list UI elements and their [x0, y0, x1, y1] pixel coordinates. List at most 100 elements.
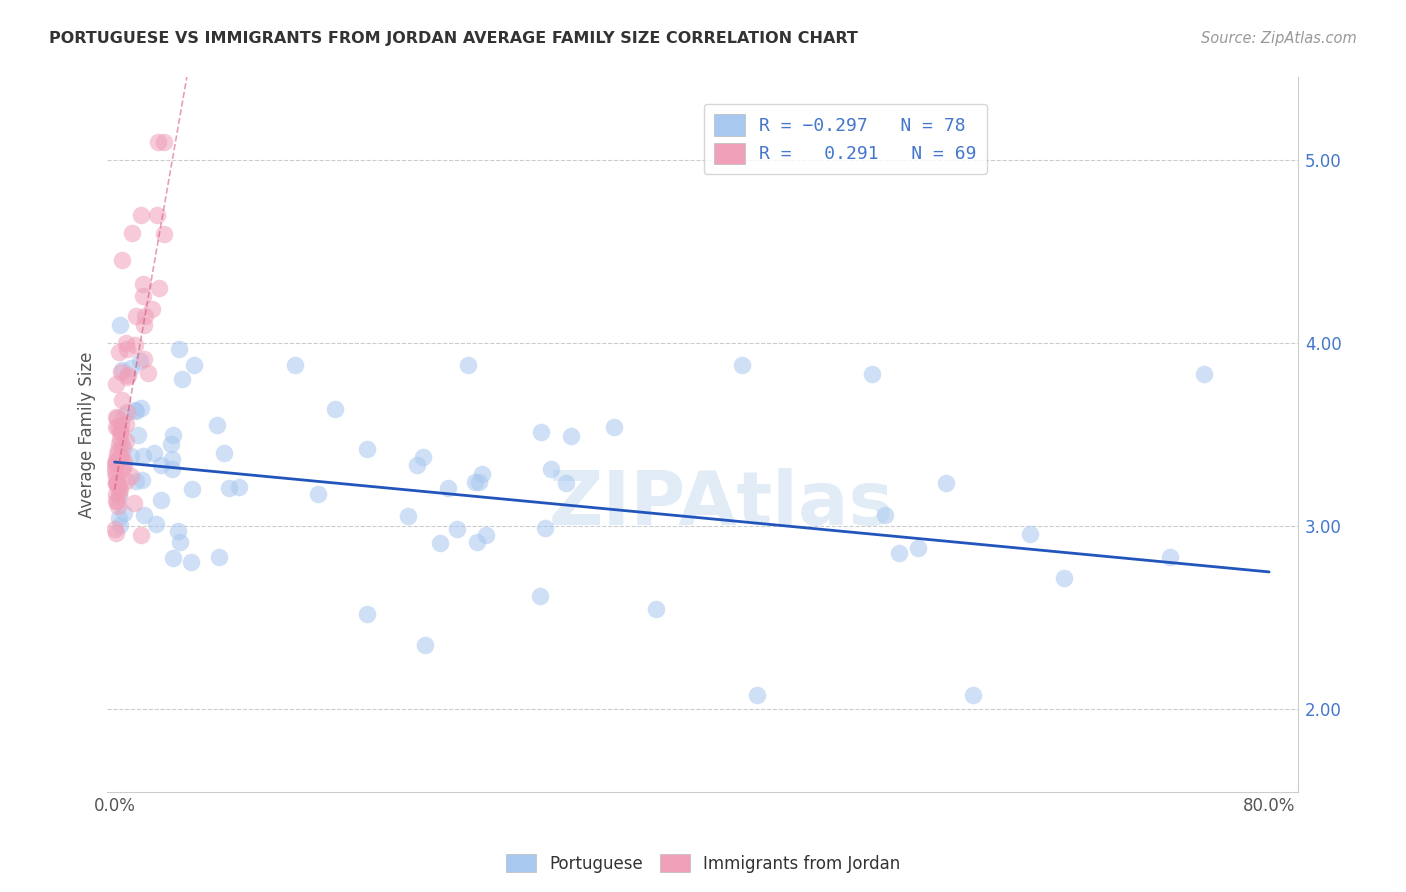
Point — [644, 601, 666, 615]
Point — [127, 428, 149, 442]
Point — [105, 476, 128, 491]
Point — [108, 425, 131, 439]
Point — [104, 420, 127, 434]
Point — [117, 368, 139, 382]
Point — [1018, 527, 1040, 541]
Point — [887, 546, 910, 560]
Point — [105, 409, 128, 424]
Point — [104, 486, 127, 500]
Point — [112, 458, 135, 473]
Point — [1159, 549, 1181, 564]
Point — [125, 309, 148, 323]
Point — [131, 277, 153, 291]
Point — [104, 475, 127, 490]
Point — [183, 358, 205, 372]
Point — [603, 420, 626, 434]
Point — [356, 442, 378, 456]
Point — [153, 227, 176, 241]
Point — [107, 443, 129, 458]
Point — [105, 493, 128, 508]
Point — [110, 452, 132, 467]
Point — [111, 363, 134, 377]
Point — [108, 518, 131, 533]
Point — [112, 454, 135, 468]
Point — [121, 226, 143, 240]
Point — [107, 411, 129, 425]
Point — [110, 417, 132, 432]
Point — [132, 318, 155, 333]
Point — [860, 367, 883, 381]
Point — [110, 432, 132, 446]
Point — [104, 461, 127, 475]
Point — [160, 437, 183, 451]
Point — [104, 493, 127, 508]
Point — [111, 441, 134, 455]
Point — [104, 456, 127, 470]
Point — [465, 535, 488, 549]
Point — [131, 473, 153, 487]
Point — [120, 449, 142, 463]
Point — [935, 476, 957, 491]
Point — [108, 489, 131, 503]
Point — [429, 536, 451, 550]
Point — [745, 688, 768, 702]
Point — [907, 541, 929, 556]
Point — [406, 458, 429, 473]
Point — [111, 438, 134, 452]
Text: Source: ZipAtlas.com: Source: ZipAtlas.com — [1201, 31, 1357, 46]
Point — [141, 301, 163, 316]
Point — [208, 550, 231, 565]
Point — [122, 496, 145, 510]
Point — [108, 480, 131, 494]
Point — [107, 511, 129, 525]
Point — [104, 468, 127, 483]
Point — [162, 428, 184, 442]
Point — [152, 135, 174, 149]
Point — [108, 344, 131, 359]
Point — [146, 208, 169, 222]
Point — [136, 367, 159, 381]
Point — [457, 358, 479, 372]
Point — [160, 452, 183, 467]
Point — [307, 487, 329, 501]
Point — [129, 401, 152, 415]
Point — [129, 528, 152, 542]
Point — [107, 420, 129, 434]
Point — [396, 508, 419, 523]
Point — [731, 358, 754, 372]
Point — [129, 354, 152, 368]
Point — [1192, 367, 1215, 381]
Point — [205, 418, 228, 433]
Text: PORTUGUESE VS IMMIGRANTS FROM JORDAN AVERAGE FAMILY SIZE CORRELATION CHART: PORTUGUESE VS IMMIGRANTS FROM JORDAN AVE… — [49, 31, 858, 46]
Point — [110, 450, 132, 464]
Y-axis label: Average Family Size: Average Family Size — [79, 351, 96, 517]
Point — [114, 417, 136, 431]
Point — [181, 482, 204, 496]
Point — [160, 461, 183, 475]
Point — [464, 475, 486, 489]
Point — [108, 437, 131, 451]
Point — [323, 402, 346, 417]
Point — [112, 506, 135, 520]
Point — [117, 369, 139, 384]
Point — [475, 528, 498, 542]
Point — [167, 342, 190, 356]
Point — [284, 358, 307, 372]
Text: ZIPAtlas: ZIPAtlas — [548, 467, 893, 541]
Point — [105, 476, 128, 491]
Point — [214, 446, 236, 460]
Point — [104, 466, 127, 480]
Point — [125, 475, 148, 489]
Point — [529, 589, 551, 603]
Point — [111, 393, 134, 408]
Point — [104, 456, 127, 470]
Point — [1053, 571, 1076, 585]
Point — [228, 479, 250, 493]
Point — [170, 372, 193, 386]
Point — [111, 462, 134, 476]
Point — [145, 516, 167, 531]
Point — [148, 281, 170, 295]
Point — [104, 377, 127, 392]
Point — [218, 481, 240, 495]
Point — [104, 525, 127, 540]
